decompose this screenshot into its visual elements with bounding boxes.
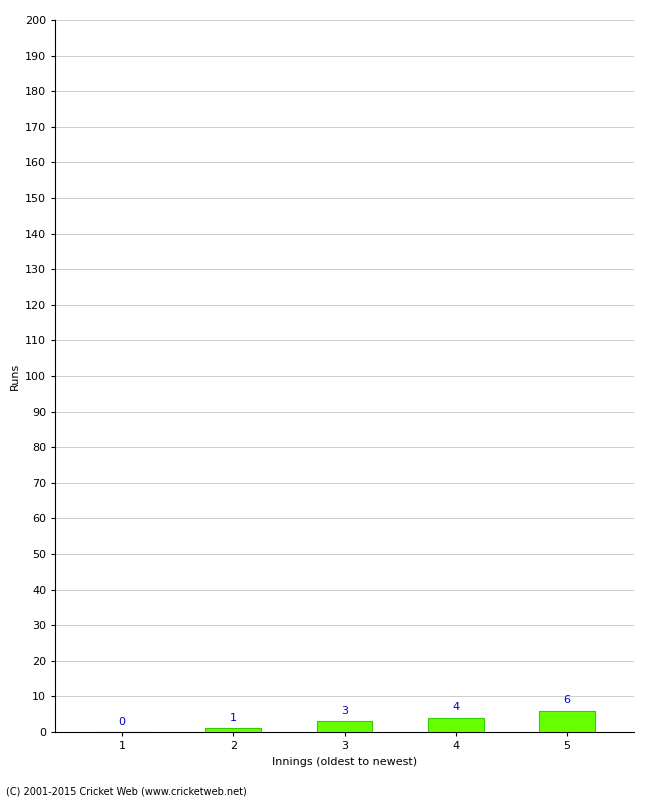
Text: (C) 2001-2015 Cricket Web (www.cricketweb.net): (C) 2001-2015 Cricket Web (www.cricketwe… <box>6 786 247 796</box>
Bar <box>205 729 261 732</box>
Y-axis label: Runs: Runs <box>10 362 20 390</box>
X-axis label: Innings (oldest to newest): Innings (oldest to newest) <box>272 757 417 766</box>
Text: 3: 3 <box>341 706 348 716</box>
Text: 4: 4 <box>452 702 460 713</box>
Text: 1: 1 <box>229 713 237 723</box>
Bar <box>317 722 372 732</box>
Bar <box>540 710 595 732</box>
Text: 6: 6 <box>564 695 571 706</box>
Text: 0: 0 <box>118 717 125 726</box>
Bar <box>428 718 484 732</box>
